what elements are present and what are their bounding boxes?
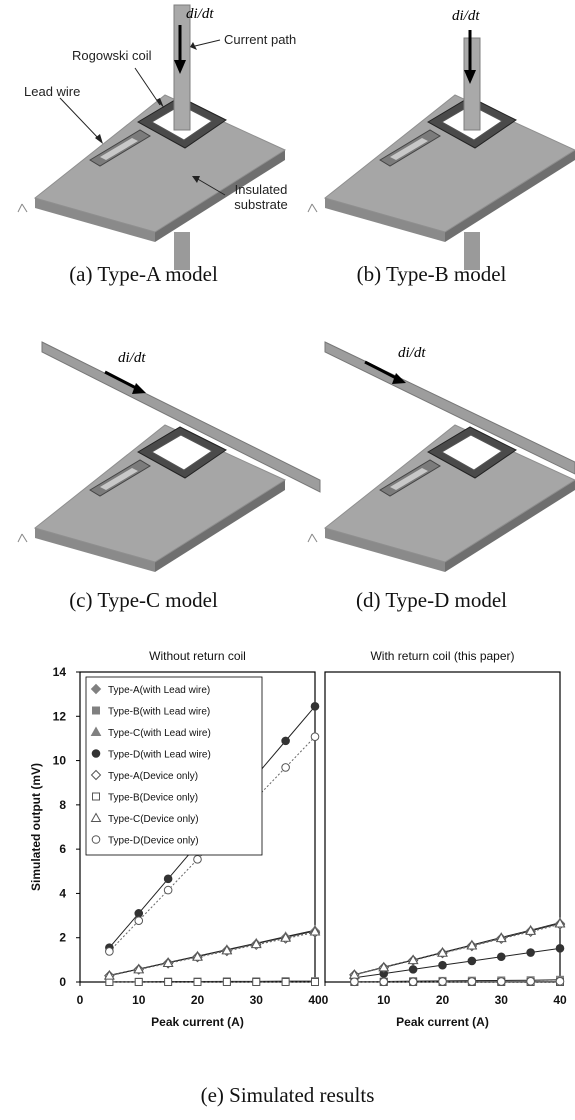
marker (194, 856, 202, 864)
legend-label: Type-D(with Lead wire) (108, 750, 211, 761)
figure: Without return coil Peak current (A) Simul… (0, 0, 575, 1120)
y-tick-label: 6 (59, 842, 66, 856)
marker (135, 917, 143, 925)
marker (556, 945, 564, 953)
marker (351, 978, 359, 986)
annotation: di/dt (186, 6, 214, 23)
plot-frame (325, 672, 560, 982)
legend-label: Type-C(Device only) (108, 814, 199, 825)
marker (194, 979, 201, 986)
marker (282, 764, 290, 772)
annotation: di/dt (398, 345, 426, 362)
caption: (e) Simulated results (0, 1083, 575, 1108)
y-axis-label: Simulated output (mV) (29, 763, 43, 891)
marker (282, 737, 290, 745)
marker (468, 957, 476, 965)
marker (282, 979, 289, 986)
caption: (d) Type-D model (288, 588, 575, 613)
marker (468, 978, 476, 986)
marker (92, 836, 100, 844)
y-tick-label: 10 (53, 754, 67, 768)
y-tick-label: 14 (53, 665, 67, 679)
x-tick-label: 0 (322, 993, 329, 1007)
legend-label: Type-B(with Lead wire) (108, 707, 210, 718)
x-tick-label: 20 (191, 993, 205, 1007)
marker (164, 875, 172, 883)
model-d-art (308, 342, 575, 572)
marker (92, 750, 100, 758)
marker (439, 961, 447, 969)
marker (311, 703, 319, 711)
caption: (c) Type-C model (0, 588, 287, 613)
marker (165, 979, 172, 986)
annotation: di/dt (452, 8, 480, 25)
y-tick-label: 8 (59, 798, 66, 812)
x-tick-label: 30 (495, 993, 509, 1007)
legend-label: Type-C(with Lead wire) (108, 728, 211, 739)
figure-art: Without return coil Peak current (A) Simul… (0, 0, 575, 1120)
model-b-art (308, 30, 575, 270)
marker (135, 910, 143, 918)
annotation: di/dt (118, 350, 146, 367)
chart-title: With return coil (this paper) (370, 649, 514, 663)
legend-label: Type-A(with Lead wire) (108, 685, 210, 696)
marker (527, 978, 535, 986)
x-tick-label: 20 (436, 993, 450, 1007)
x-axis-label: Peak current (A) (396, 1015, 489, 1029)
annotation: Lead wire (24, 84, 80, 99)
marker (497, 953, 505, 961)
x-tick-label: 30 (250, 993, 264, 1007)
marker (312, 979, 319, 986)
marker (106, 948, 114, 956)
legend-box (86, 677, 262, 855)
marker (93, 793, 100, 800)
marker (223, 979, 230, 986)
x-axis-label: Peak current (A) (151, 1015, 244, 1029)
legend-label: Type-A(Device only) (108, 771, 198, 782)
charts: Without return coil Peak current (A) Simul… (29, 649, 567, 1029)
x-tick-label: 40 (308, 993, 322, 1007)
marker (497, 978, 505, 986)
chart-title: Without return coil (149, 649, 246, 663)
caption: (a) Type-A model (0, 262, 287, 287)
y-tick-label: 4 (59, 886, 66, 900)
marker (164, 886, 172, 894)
x-tick-label: 0 (77, 993, 84, 1007)
y-tick-label: 2 (59, 931, 66, 945)
marker (439, 978, 447, 986)
marker (409, 978, 417, 986)
legend-label: Type-D(Device only) (108, 836, 199, 847)
x-tick-label: 10 (377, 993, 391, 1007)
annotation: Insulated substrate (226, 182, 296, 212)
marker (93, 707, 100, 714)
model-c-art (18, 342, 320, 572)
x-tick-label: 10 (132, 993, 146, 1007)
y-tick-label: 0 (59, 975, 66, 989)
annotation: Rogowski coil (72, 48, 151, 63)
marker (556, 978, 564, 986)
marker (135, 979, 142, 986)
marker (380, 978, 388, 986)
marker (527, 949, 535, 957)
legend-label: Type-B(Device only) (108, 793, 198, 804)
marker (409, 966, 417, 974)
caption: (b) Type-B model (288, 262, 575, 287)
annotation: Current path (224, 32, 296, 47)
y-tick-label: 12 (53, 709, 67, 723)
x-tick-label: 40 (553, 993, 567, 1007)
marker (311, 733, 319, 741)
marker (253, 979, 260, 986)
